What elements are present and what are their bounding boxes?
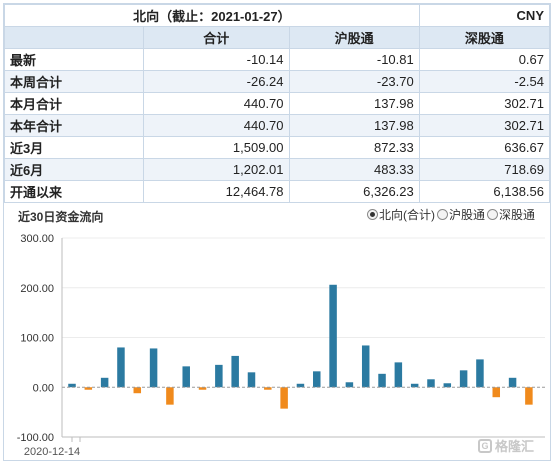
radio-northbound-total[interactable]: 北向(合计) bbox=[367, 206, 435, 223]
table-header-row: 北向（截止：2021-01-27） CNY bbox=[4, 4, 551, 27]
table-row: 最新 -10.14 -10.81 0.67 bbox=[4, 48, 551, 71]
bar bbox=[117, 347, 125, 388]
watermark-logo: G 格隆汇 bbox=[478, 436, 534, 455]
bar bbox=[427, 379, 435, 388]
row-label: 本周合计 bbox=[4, 70, 144, 93]
bar bbox=[329, 284, 337, 388]
radio-shanghai-connect[interactable]: 沪股通 bbox=[437, 206, 485, 223]
bar bbox=[166, 387, 174, 405]
bar bbox=[476, 359, 484, 388]
bar bbox=[443, 383, 452, 388]
bar bbox=[133, 387, 142, 394]
row-label: 本年合计 bbox=[4, 114, 144, 137]
bar bbox=[394, 362, 403, 388]
cell-shenzhen: 302.71 bbox=[418, 114, 551, 137]
table-row: 开通以来 12,464.78 6,326.23 6,138.56 bbox=[4, 180, 551, 203]
bar bbox=[84, 387, 93, 390]
row-label: 本月合计 bbox=[4, 92, 144, 115]
y-tick-label: 0.00 bbox=[33, 382, 54, 394]
cell-shanghai: 137.98 bbox=[288, 114, 420, 137]
northbound-flow-table: 北向（截止：2021-01-27） CNY 合计 沪股通 深股通 最新 -10.… bbox=[4, 4, 551, 203]
table-row: 本年合计 440.70 137.98 302.71 bbox=[4, 114, 551, 137]
column-header-row: 合计 沪股通 深股通 bbox=[4, 26, 551, 49]
bar bbox=[410, 383, 419, 388]
bar bbox=[378, 373, 386, 388]
bar bbox=[182, 366, 190, 388]
column-header-shenzhen: 深股通 bbox=[418, 26, 551, 49]
cell-shenzhen: 302.71 bbox=[418, 92, 551, 115]
bar bbox=[68, 383, 76, 388]
bar bbox=[313, 371, 321, 388]
cell-shenzhen: 6,138.56 bbox=[418, 180, 551, 203]
bar bbox=[361, 345, 370, 388]
row-label: 近3月 bbox=[4, 136, 144, 159]
column-header-shanghai: 沪股通 bbox=[288, 26, 420, 49]
cell-total: -10.14 bbox=[143, 48, 290, 71]
bar bbox=[525, 387, 533, 405]
bar bbox=[280, 387, 288, 409]
radio-unchecked-icon[interactable] bbox=[487, 209, 499, 220]
series-selector: 北向(合计) 沪股通 深股通 bbox=[367, 206, 537, 223]
bar bbox=[149, 348, 158, 388]
bar bbox=[296, 383, 305, 388]
bar bbox=[508, 377, 517, 388]
panel-frame bbox=[3, 3, 551, 461]
cell-total: 12,464.78 bbox=[143, 180, 290, 203]
table-row: 本月合计 440.70 137.98 302.71 bbox=[4, 92, 551, 115]
logo-icon: G bbox=[478, 438, 492, 453]
cell-total: -26.24 bbox=[143, 70, 290, 93]
cell-shanghai: -23.70 bbox=[288, 70, 420, 93]
watermark-text: 格隆汇 bbox=[495, 439, 535, 454]
bar bbox=[345, 382, 354, 388]
radio-label: 沪股通 bbox=[449, 208, 486, 222]
y-tick-label: 300.00 bbox=[20, 233, 54, 245]
bar bbox=[231, 355, 239, 388]
cell-shenzhen: 0.67 bbox=[418, 48, 551, 71]
bar bbox=[264, 387, 272, 390]
table-row: 近6月 1,202.01 483.33 718.69 bbox=[4, 158, 551, 181]
cell-shanghai: 483.33 bbox=[288, 158, 420, 181]
y-tick-label: 200.00 bbox=[20, 283, 54, 295]
chart-title: 近30日资金流向 bbox=[18, 210, 104, 224]
row-label: 近6月 bbox=[4, 158, 144, 181]
row-label: 最新 bbox=[4, 48, 144, 71]
bar bbox=[459, 370, 468, 388]
radio-unchecked-icon[interactable] bbox=[437, 209, 448, 220]
radio-shenzhen-connect[interactable]: 深股通 bbox=[487, 206, 535, 223]
radio-checked-icon[interactable] bbox=[367, 209, 378, 220]
bar bbox=[215, 364, 223, 388]
bar bbox=[100, 377, 109, 388]
cell-shanghai: -10.81 bbox=[288, 48, 420, 71]
cell-total: 440.70 bbox=[143, 92, 290, 115]
cell-shanghai: 872.33 bbox=[288, 136, 420, 159]
radio-label: 深股通 bbox=[499, 208, 536, 222]
radio-label: 北向(合计) bbox=[379, 208, 435, 222]
row-label: 开通以来 bbox=[4, 180, 144, 203]
x-tick-label: 2020-12-14 bbox=[24, 446, 80, 458]
bar bbox=[492, 387, 501, 398]
table-row: 本周合计 -26.24 -23.70 -2.54 bbox=[4, 70, 551, 93]
cell-shenzhen: -2.54 bbox=[418, 70, 551, 93]
cell-shanghai: 6,326.23 bbox=[288, 180, 420, 203]
bar bbox=[247, 372, 256, 388]
table-title: 北向（截止：2021-01-27） bbox=[4, 4, 420, 27]
y-tick-label: 100.00 bbox=[20, 333, 54, 345]
cell-shenzhen: 636.67 bbox=[418, 136, 551, 159]
y-tick-label: -100.00 bbox=[17, 432, 54, 444]
bar bbox=[198, 387, 207, 390]
